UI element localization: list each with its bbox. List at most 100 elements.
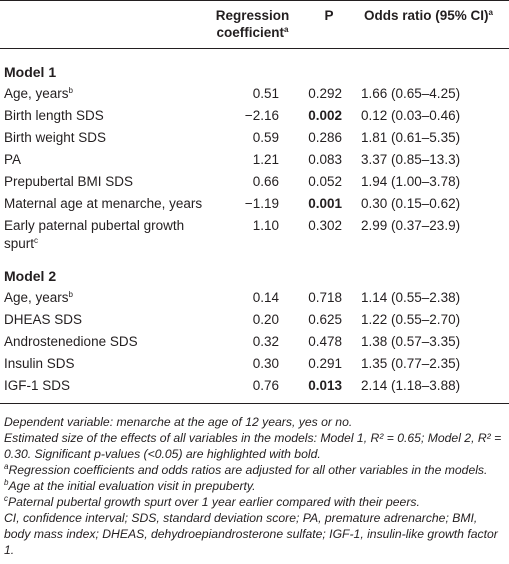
coefficient: −2.16: [244, 108, 279, 123]
row-label: PA: [0, 149, 205, 171]
row-label: Insulin SDS: [0, 353, 205, 375]
p-value: 0.286: [308, 130, 342, 145]
label-text: PA: [4, 152, 22, 167]
odds-ratio: 1.14 (0.55–2.38): [361, 290, 461, 305]
data-row: PA 1.21 0.083 3.37 (0.85–13.3): [0, 149, 509, 171]
data-row: DHEAS SDS 0.20 0.625 1.22 (0.55–2.70): [0, 309, 509, 331]
coefficient: 0.51: [252, 86, 279, 101]
footnote-text: Dependent variable: menarche at the age …: [4, 415, 353, 429]
header-cell: [0, 1, 205, 49]
row-label: Age, yearsb: [0, 83, 205, 105]
superscript: a: [488, 8, 493, 17]
superscript: b: [68, 86, 73, 95]
odds-ratio: 1.94 (1.00–3.78): [361, 174, 461, 189]
data-row: Age, yearsb 0.51 0.292 1.66 (0.65–4.25): [0, 83, 509, 105]
p-value: 0.478: [308, 334, 342, 349]
odds-ratio: 1.81 (0.61–5.35): [361, 130, 461, 145]
label-text: IGF-1 SDS: [4, 378, 71, 393]
label-text: Androstenedione SDS: [4, 334, 138, 349]
odds-ratio: 0.12 (0.03–0.46): [361, 108, 461, 123]
p-value: 0.625: [308, 312, 342, 327]
section-title: Model 2: [4, 268, 57, 284]
coefficient: 0.14: [252, 290, 279, 305]
label-text: Insulin SDS: [4, 356, 75, 371]
odds-ratio: 1.22 (0.55–2.70): [361, 312, 461, 327]
label-text: Birth length SDS: [4, 108, 104, 123]
p-value: 0.001: [308, 196, 342, 211]
data-row: Birth weight SDS 0.59 0.286 1.81 (0.61–5.35…: [0, 127, 509, 149]
data-row: Early paternal pubertal growth spurtc 1.1…: [0, 215, 509, 255]
label-text: Prepubertal BMI SDS: [4, 174, 134, 189]
footnote: Estimated size of the effects of all var…: [4, 430, 505, 462]
data-row: Androstenedione SDS 0.32 0.478 1.38 (0.57–3…: [0, 331, 509, 353]
data-row: Insulin SDS 0.30 0.291 1.35 (0.77–2.35): [0, 353, 509, 375]
row-label: Birth length SDS: [0, 105, 205, 127]
coefficient: −1.19: [244, 196, 279, 211]
row-label: Prepubertal BMI SDS: [0, 171, 205, 193]
footnote-text: Regression coefficients and odds ratios …: [8, 463, 488, 477]
header-row: Regression coefficienta P Odds ratio (95% …: [0, 0, 509, 49]
p-value: 0.291: [308, 356, 342, 371]
p-value: 0.083: [308, 152, 342, 167]
label-text: Maternal age at menarche, years: [4, 196, 203, 211]
header-cell: Odds ratio (95% CI)a: [358, 1, 509, 49]
label-text: Age, years: [4, 290, 69, 305]
row-label: Birth weight SDS: [0, 127, 205, 149]
p-value: 0.302: [308, 218, 342, 233]
odds-ratio: 0.30 (0.15–0.62): [361, 196, 461, 211]
section-row: Model 1: [0, 49, 509, 84]
footnote: CI, confidence interval; SDS, standard d…: [4, 510, 505, 558]
header-text: Odds ratio (95% CI): [364, 8, 489, 23]
data-row: Birth length SDS −2.16 0.002 0.12 (0.03–0.4…: [0, 105, 509, 127]
odds-ratio: 1.66 (0.65–4.25): [361, 86, 461, 101]
coefficient: 1.10: [252, 218, 279, 233]
table-header: Regression coefficienta P Odds ratio (95% …: [0, 0, 509, 49]
footnote-text: Age at the initial evaluation visit in p…: [8, 479, 256, 493]
odds-ratio: 1.38 (0.57–3.35): [361, 334, 461, 349]
superscript: c: [4, 494, 8, 503]
table-body: Model 1 Age, yearsb 0.51 0.292 1.66 (0.65–4.…: [0, 49, 509, 404]
superscript: b: [68, 290, 73, 299]
header-text: P: [324, 8, 334, 23]
coefficient: 0.32: [252, 334, 279, 349]
coefficient: 1.21: [252, 152, 279, 167]
header-cell: P: [300, 1, 358, 49]
footnote: cPaternal pubertal growth spurt over 1 y…: [4, 494, 505, 510]
superscript: c: [34, 236, 39, 245]
coefficient: 0.30: [252, 356, 279, 371]
row-label: IGF-1 SDS: [0, 375, 205, 404]
data-row: Prepubertal BMI SDS 0.66 0.052 1.94 (1.00–3…: [0, 171, 509, 193]
footnote: bAge at the initial evaluation visit in …: [4, 478, 505, 494]
coefficient: 0.76: [252, 378, 279, 393]
label-text: DHEAS SDS: [4, 312, 83, 327]
row-label: Early paternal pubertal growth spurtc: [0, 215, 205, 255]
superscript: a: [4, 462, 9, 471]
data-row: IGF-1 SDS 0.76 0.013 2.14 (1.18–3.88): [0, 375, 509, 404]
odds-ratio: 2.14 (1.18–3.88): [361, 378, 461, 393]
row-label: Age, yearsb: [0, 287, 205, 309]
label-text: Birth weight SDS: [4, 130, 107, 145]
superscript: b: [4, 478, 9, 487]
row-label: DHEAS SDS: [0, 309, 205, 331]
section-row: Model 2: [0, 255, 509, 287]
data-row: Maternal age at menarche, years −1.19 0.00…: [0, 193, 509, 215]
header-text: Regression coefficient: [215, 8, 290, 40]
odds-ratio: 3.37 (0.85–13.3): [361, 152, 461, 167]
section-title: Model 1: [4, 64, 57, 80]
table: Regression coefficienta P Odds ratio (95% …: [0, 0, 509, 404]
footnote: aRegression coefficients and odds ratios…: [4, 462, 505, 478]
row-label: Maternal age at menarche, years: [0, 193, 205, 215]
footnote-text: Paternal pubertal growth spurt over 1 ye…: [8, 495, 420, 509]
coefficient: 0.20: [252, 312, 279, 327]
p-value: 0.052: [308, 174, 342, 189]
label-text: Age, years: [4, 86, 69, 101]
superscript: a: [284, 25, 289, 34]
data-row: Age, yearsb 0.14 0.718 1.14 (0.55–2.38): [0, 287, 509, 309]
footnotes: Dependent variable: menarche at the age …: [0, 404, 509, 558]
p-value: 0.013: [308, 378, 342, 393]
coefficient: 0.66: [252, 174, 279, 189]
header-cell: Regression coefficienta: [205, 1, 300, 49]
coefficient: 0.59: [252, 130, 279, 145]
odds-ratio: 2.99 (0.37–23.9): [361, 218, 461, 233]
